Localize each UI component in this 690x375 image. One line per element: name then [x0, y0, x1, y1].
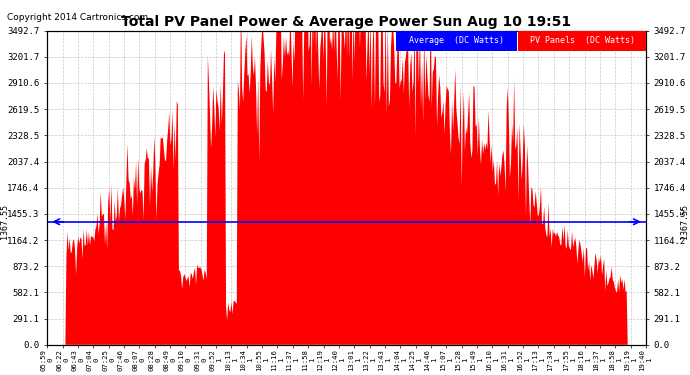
Text: PV Panels  (DC Watts): PV Panels (DC Watts) [530, 36, 635, 45]
Title: Total PV Panel Power & Average Power Sun Aug 10 19:51: Total PV Panel Power & Average Power Sun… [121, 15, 571, 29]
Text: 1367.55: 1367.55 [0, 204, 8, 239]
Text: Copyright 2014 Cartronics.com: Copyright 2014 Cartronics.com [7, 13, 148, 22]
Text: Average  (DC Watts): Average (DC Watts) [409, 36, 504, 45]
Text: 1367.55: 1367.55 [680, 204, 689, 239]
